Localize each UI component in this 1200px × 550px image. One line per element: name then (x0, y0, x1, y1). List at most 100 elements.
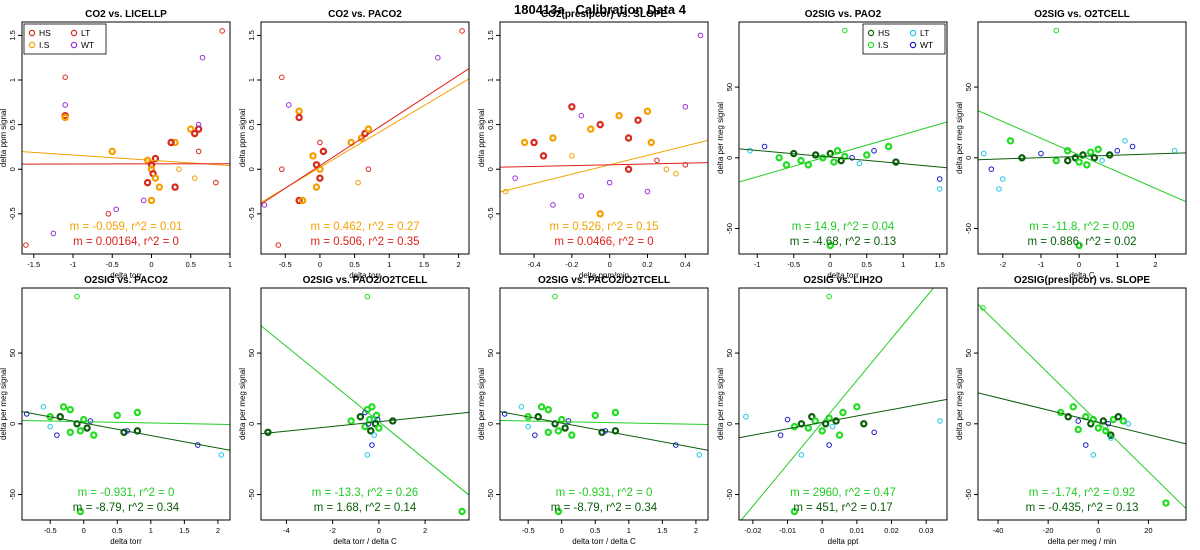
plot-frame (499, 287, 709, 521)
data-point (1064, 413, 1072, 421)
data-point (23, 242, 29, 248)
y-tick-label: -50 (964, 223, 973, 234)
data-point (578, 193, 585, 199)
data-point (108, 147, 116, 156)
data-point (279, 74, 285, 81)
data-point (578, 112, 585, 119)
data-point (565, 418, 572, 424)
x-axis-label: delta torr / delta C (333, 537, 397, 546)
x-tick-label: 0.01 (850, 526, 865, 535)
x-tick-label: 0.2 (642, 260, 652, 269)
data-point (143, 178, 152, 187)
data-point (842, 27, 848, 34)
data-point (23, 411, 30, 417)
data-point (532, 432, 538, 438)
data-point (804, 424, 813, 432)
data-point (1082, 442, 1089, 448)
data-point (821, 420, 830, 428)
chart-title: O2SIG vs. LIH2O (803, 275, 883, 286)
data-point (1063, 156, 1072, 165)
x-tick-label: -0.02 (744, 526, 761, 535)
data-point (826, 241, 834, 250)
data-point (988, 166, 995, 172)
data-point (1000, 176, 1006, 182)
x-tick-label: -0.5 (279, 260, 292, 269)
y-axis-label: delta per meg signal (0, 368, 8, 440)
data-point (611, 408, 620, 417)
fit-label: m = 0.526, r^2 = 0.15 (550, 221, 659, 233)
data-point (782, 161, 791, 169)
x-tick-label: 0.02 (884, 526, 899, 535)
x-tick-label: 1.5 (657, 526, 667, 535)
data-point (624, 165, 633, 173)
y-tick-label: 0.5 (486, 119, 495, 129)
regression-line (261, 411, 469, 435)
data-point (996, 186, 1002, 192)
data-point (841, 152, 849, 161)
chart-panel-8: O2SIG vs. PACO2/O2TCELL -0.5 0 0.5 1 1.5 2 -50 0… (477, 275, 709, 546)
y-tick-label: 50 (8, 349, 17, 357)
data-point (113, 206, 119, 213)
x-axis-label: delta torr (349, 271, 381, 280)
x-tick-label: 0 (149, 260, 153, 269)
data-point (1107, 431, 1115, 439)
y-axis-label: delta per meg signal (477, 368, 486, 440)
data-point (347, 417, 355, 425)
x-tick-label: 0 (82, 526, 86, 535)
data-point (1114, 147, 1121, 154)
chart-panel-1: CO2 vs. LICELLP -1.5 -1 -0.5 0 0.5 1 -0.5 0 0.5 1 1… (0, 9, 232, 280)
x-tick-label: -0.01 (779, 526, 796, 535)
data-point (167, 138, 175, 147)
y-tick-label: 0 (964, 156, 973, 160)
data-point (357, 134, 366, 142)
fit-label: m = 0.886, r^2 = 0.02 (1028, 236, 1137, 248)
fit-label: m = -0.931, r^2 = 0 (78, 487, 175, 499)
y-tick-label: 0 (8, 167, 17, 171)
data-point (697, 32, 704, 39)
legend-label: I.S (878, 40, 889, 50)
x-tick-label: -0.2 (565, 260, 578, 269)
data-point (279, 166, 285, 173)
legend-marker (70, 41, 78, 49)
data-point (298, 196, 307, 205)
data-point (1114, 413, 1123, 421)
x-tick-label: 20 (1144, 526, 1152, 535)
fit-label: m = 0.0466, r^2 = 0 (554, 236, 653, 248)
y-tick-label: -50 (486, 489, 495, 500)
y-axis-label: delta ppm signal (238, 109, 247, 167)
data-point (120, 428, 128, 436)
data-point (654, 157, 660, 164)
data-point (190, 129, 199, 138)
data-point (518, 404, 525, 410)
data-point (539, 152, 548, 160)
regression-line (500, 411, 708, 451)
data-point (74, 293, 80, 300)
data-point (151, 174, 160, 182)
chart-title: O2SIG vs. PACO2/O2TCELL (538, 275, 670, 286)
data-point (361, 422, 369, 431)
chart-panel-10: O2SIG(presipcor) vs. SLOPE -40 -20 0 20 -50 0 5… (955, 275, 1187, 546)
data-point (62, 74, 68, 81)
data-point (147, 196, 156, 205)
data-point (743, 413, 749, 420)
x-axis-label: delta torr (827, 271, 859, 280)
data-point (1075, 241, 1083, 250)
data-point (317, 139, 323, 146)
data-point (61, 113, 69, 122)
x-tick-label: 0 (828, 260, 832, 269)
data-point (554, 507, 563, 516)
x-tick-label: 0.5 (186, 260, 196, 269)
data-point (797, 156, 805, 165)
data-point (1071, 154, 1080, 162)
chart-title: O2SIG vs. PAO2 (805, 9, 882, 20)
data-point (634, 116, 642, 124)
data-point (50, 230, 57, 237)
x-tick-label: 0 (1096, 526, 1100, 535)
data-point (644, 188, 651, 195)
data-point (275, 242, 282, 248)
fit-label: m = 451, r^2 = 0.17 (793, 502, 892, 514)
y-tick-label: 1 (247, 78, 256, 82)
data-point (530, 138, 538, 147)
x-tick-label: -40 (993, 526, 1004, 535)
data-point (1052, 156, 1060, 165)
